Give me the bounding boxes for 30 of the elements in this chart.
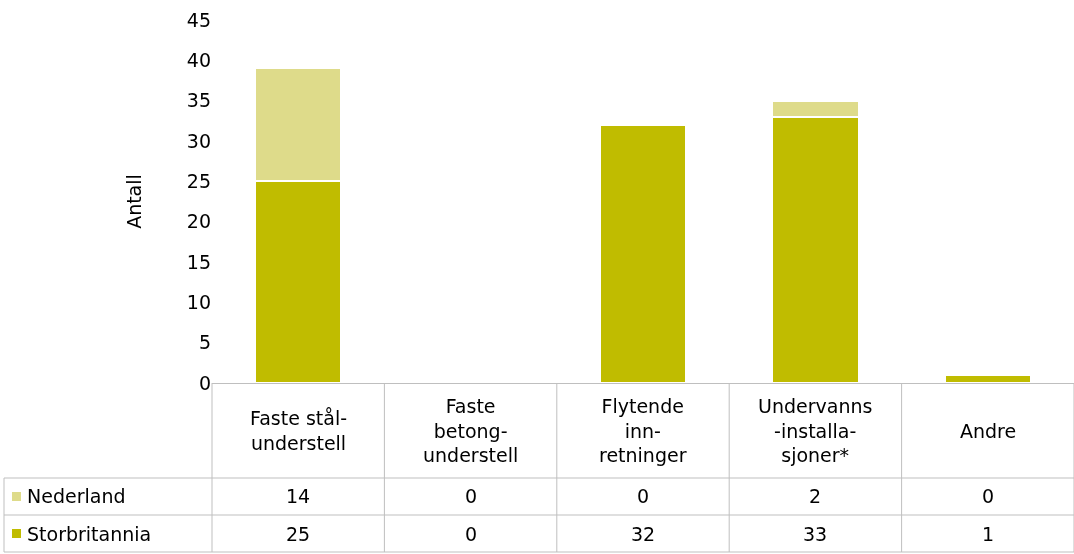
data-label: 32 bbox=[631, 523, 656, 545]
y-tick-label: 35 bbox=[186, 89, 211, 112]
x-tick-label: Andre bbox=[960, 420, 1017, 442]
bar bbox=[943, 373, 1032, 383]
y-tick-label: 30 bbox=[186, 129, 211, 152]
data-label: 2 bbox=[809, 485, 822, 507]
y-tick-label: 40 bbox=[186, 48, 211, 71]
y-tick-label: 15 bbox=[186, 250, 211, 273]
data-label: 25 bbox=[286, 523, 311, 545]
data-label: 1 bbox=[982, 523, 995, 545]
data-label: 33 bbox=[803, 523, 828, 545]
data-label: 0 bbox=[637, 485, 650, 507]
y-tick-label: 45 bbox=[186, 8, 211, 31]
legend-label: Nederland bbox=[27, 485, 126, 507]
y-tick-label: 25 bbox=[186, 169, 211, 192]
y-tick-label: 10 bbox=[186, 290, 211, 313]
legend-label: Storbritannia bbox=[27, 523, 152, 545]
x-tick-label: Faste stål- understell bbox=[250, 407, 348, 454]
data-label: 0 bbox=[465, 485, 478, 507]
x-tick-label: Undervanns -installa- sjoner* bbox=[758, 395, 873, 467]
data-label: 14 bbox=[286, 485, 311, 507]
y-tick-label: 5 bbox=[198, 331, 211, 354]
bar bbox=[598, 123, 688, 383]
y-tick-label: 0 bbox=[198, 371, 211, 394]
y-axis-title: Antall bbox=[122, 174, 145, 229]
x-tick-label: Flytende inn- retninger bbox=[599, 395, 687, 467]
y-tick-label: 20 bbox=[186, 210, 211, 233]
x-tick-label: Faste betong- understell bbox=[423, 395, 519, 467]
data-label: 0 bbox=[982, 485, 995, 507]
data-label: 0 bbox=[465, 523, 478, 545]
